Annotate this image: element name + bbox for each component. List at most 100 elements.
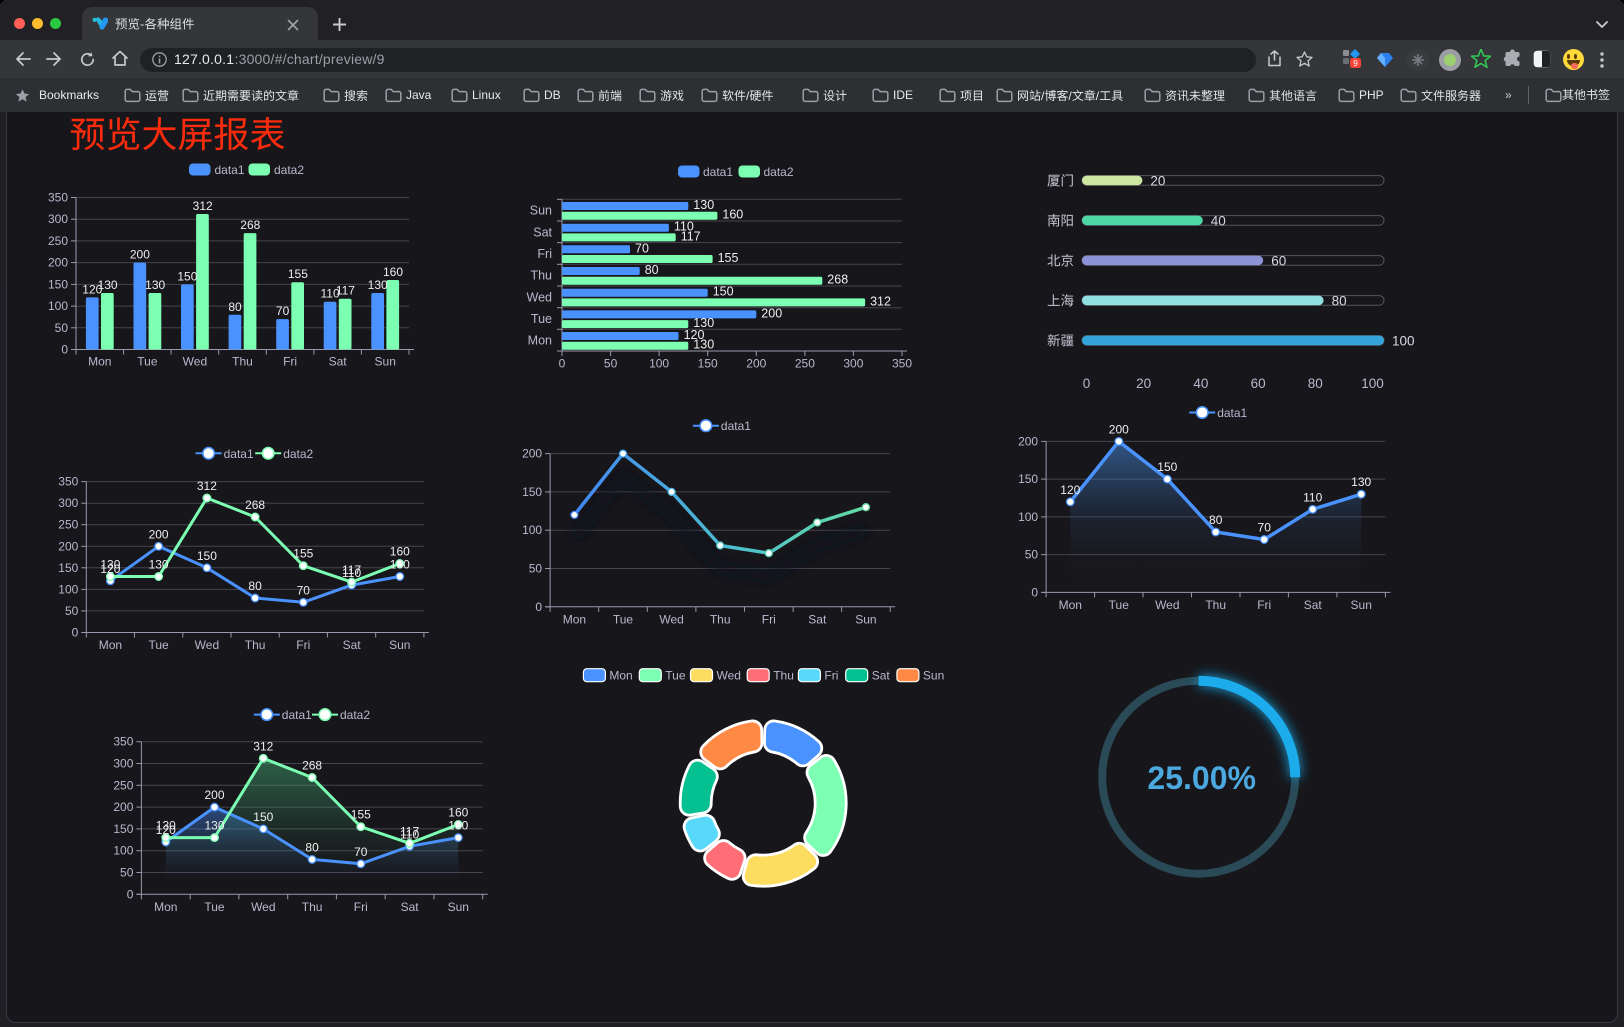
svg-text:Wed: Wed [659, 612, 683, 626]
svg-text:25.00%: 25.00% [1147, 760, 1256, 796]
svg-text:Tue: Tue [665, 669, 686, 683]
svg-text:Tue: Tue [204, 900, 225, 914]
svg-text:0: 0 [1083, 376, 1091, 391]
svg-text:data1: data1 [1217, 406, 1247, 420]
svg-text:50: 50 [65, 604, 79, 618]
svg-text:Sat: Sat [401, 900, 420, 914]
svg-text:160: 160 [722, 208, 743, 222]
svg-text:155: 155 [351, 808, 371, 822]
svg-text:130: 130 [693, 338, 714, 352]
svg-text:100: 100 [48, 299, 68, 313]
svg-text:130: 130 [156, 819, 176, 833]
svg-text:200: 200 [204, 788, 224, 802]
svg-text:150: 150 [1157, 460, 1177, 474]
svg-text:-: - [140, 18, 144, 32]
svg-text:130: 130 [204, 819, 224, 833]
svg-text:100: 100 [649, 357, 669, 371]
svg-text:40: 40 [1193, 376, 1208, 391]
svg-text:Tue: Tue [531, 312, 552, 326]
svg-text:Fri: Fri [824, 669, 838, 683]
svg-text:0: 0 [61, 343, 68, 357]
svg-text:350: 350 [892, 357, 912, 371]
svg-text:312: 312 [193, 199, 213, 213]
svg-text:data2: data2 [340, 708, 370, 722]
svg-text:250: 250 [58, 518, 78, 532]
svg-text:Fri: Fri [762, 612, 776, 626]
svg-text:155: 155 [293, 547, 313, 561]
svg-text:80: 80 [1209, 513, 1223, 527]
svg-text:Wed: Wed [251, 900, 275, 914]
svg-text:250: 250 [48, 234, 68, 248]
svg-text:300: 300 [113, 757, 133, 771]
svg-text:Sat: Sat [533, 225, 552, 239]
svg-text:80: 80 [248, 579, 262, 593]
svg-text:350: 350 [58, 475, 78, 489]
svg-text:0: 0 [72, 626, 79, 640]
svg-text:50: 50 [604, 357, 618, 371]
svg-text:Thu: Thu [1205, 598, 1226, 612]
svg-text:117: 117 [400, 824, 419, 838]
svg-text:200: 200 [746, 357, 766, 371]
svg-text:data2: data2 [274, 163, 304, 177]
svg-text:Sun: Sun [923, 669, 944, 683]
svg-text:Tue: Tue [137, 355, 158, 369]
svg-text:155: 155 [288, 267, 308, 281]
svg-text:data2: data2 [283, 447, 313, 461]
svg-text:data1: data1 [224, 447, 254, 461]
svg-text:50: 50 [55, 321, 69, 335]
svg-text:Sun: Sun [855, 612, 876, 626]
svg-text:312: 312 [197, 479, 217, 493]
svg-text:Fri: Fri [1257, 598, 1271, 612]
svg-text:Wed: Wed [1155, 598, 1179, 612]
svg-text:Fri: Fri [283, 355, 297, 369]
svg-text:130: 130 [368, 278, 388, 292]
svg-text:150: 150 [698, 357, 718, 371]
svg-text:Sat: Sat [343, 638, 362, 652]
svg-text:300: 300 [843, 357, 863, 371]
svg-text:Thu: Thu [530, 269, 552, 283]
svg-text:160: 160 [448, 806, 468, 820]
svg-text:150: 150 [522, 485, 542, 499]
svg-text:130: 130 [145, 278, 165, 292]
svg-text:80: 80 [228, 300, 242, 314]
svg-text:130: 130 [98, 278, 118, 292]
svg-text:Mon: Mon [99, 638, 122, 652]
svg-text:20: 20 [1136, 376, 1151, 391]
svg-text:300: 300 [48, 212, 68, 226]
svg-text:Sat: Sat [329, 355, 348, 369]
svg-text:20: 20 [1150, 173, 1165, 188]
svg-text:0: 0 [535, 600, 542, 614]
svg-text:160: 160 [383, 265, 403, 279]
svg-text:data1: data1 [721, 419, 751, 433]
svg-text:268: 268 [240, 218, 260, 232]
svg-text:Mon: Mon [154, 900, 177, 914]
svg-text:110: 110 [400, 827, 419, 841]
svg-text:Sun: Sun [1351, 598, 1372, 612]
svg-text:Thu: Thu [710, 612, 731, 626]
svg-text:120: 120 [156, 823, 176, 837]
svg-text:70: 70 [276, 304, 290, 318]
svg-text:120: 120 [1060, 483, 1080, 497]
svg-text:Mon: Mon [563, 612, 586, 626]
svg-text:60: 60 [1251, 376, 1266, 391]
svg-text:Fri: Fri [354, 900, 368, 914]
svg-text:60: 60 [1271, 253, 1286, 268]
svg-text:data1: data1 [215, 163, 245, 177]
svg-text:150: 150 [113, 822, 133, 836]
svg-text:100: 100 [113, 844, 133, 858]
svg-text:117: 117 [681, 229, 701, 243]
svg-text:150: 150 [48, 277, 68, 291]
svg-text:117: 117 [336, 284, 355, 298]
svg-text:80: 80 [1308, 376, 1323, 391]
svg-text:130: 130 [693, 316, 714, 330]
svg-text:312: 312 [870, 294, 891, 308]
svg-text:120: 120 [100, 562, 120, 576]
svg-text:100: 100 [522, 523, 542, 537]
svg-text:Sat: Sat [1304, 598, 1323, 612]
svg-text:150: 150 [177, 269, 197, 283]
svg-text:Sat: Sat [872, 669, 891, 683]
svg-text:200: 200 [149, 527, 169, 541]
svg-text:Wed: Wed [183, 355, 207, 369]
svg-text:Thu: Thu [773, 669, 794, 683]
svg-text:350: 350 [113, 735, 133, 749]
